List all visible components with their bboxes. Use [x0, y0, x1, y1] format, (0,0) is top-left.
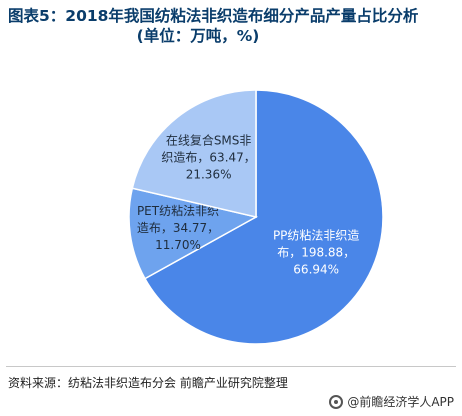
pie-slice-label-2: PET纺粘法非织造布，34.77， 11.70% [137, 203, 219, 252]
pie-slice-label-line: 布，198.88， [277, 245, 355, 259]
chart-title: 图表5：2018年我国纺粘法非织造布细分产品产量占比分析 (单位：万吨，%) [8, 6, 458, 46]
pie-slice-label-line: 11.70% [155, 238, 201, 252]
pie-slice-3 [131, 89, 257, 218]
pie-slice-label-line: 织造布，63.47， [161, 150, 255, 164]
pie-slice-2 [128, 187, 259, 280]
brand-logo-icon [329, 394, 344, 409]
brand-watermark: @前瞻经济学人APP [329, 393, 454, 410]
pie-slice-label-line: 造布，34.77， [137, 221, 219, 235]
pie-slice-label-line: PET纺粘法非织 [137, 203, 219, 218]
chart-title-line1: 图表5：2018年我国纺粘法非织造布细分产品产量占比分析 [8, 7, 419, 25]
source-note: 资料来源：纺粘法非织造布分会 前瞻产业研究院整理 [8, 376, 288, 390]
footer-divider [6, 366, 456, 367]
pie-slice-label-line: 66.94% [293, 262, 339, 276]
pie-slice-label-1: PP纺粘法非织造布，198.88， 66.94% [273, 227, 359, 276]
brand-text: @前瞻经济学人APP [347, 395, 454, 409]
pie-slice-label-3: 在线复合SMS非织造布，63.47， 21.36% [161, 132, 255, 181]
chart-title-line2: (单位：万吨，%) [136, 27, 260, 45]
pie-slice-1 [143, 89, 384, 345]
pie-slice-label-line: 在线复合SMS非 [166, 132, 252, 147]
pie-slice-label-line: 21.36% [186, 167, 232, 181]
pie-slice-label-line: PP纺粘法非织造 [273, 227, 359, 242]
